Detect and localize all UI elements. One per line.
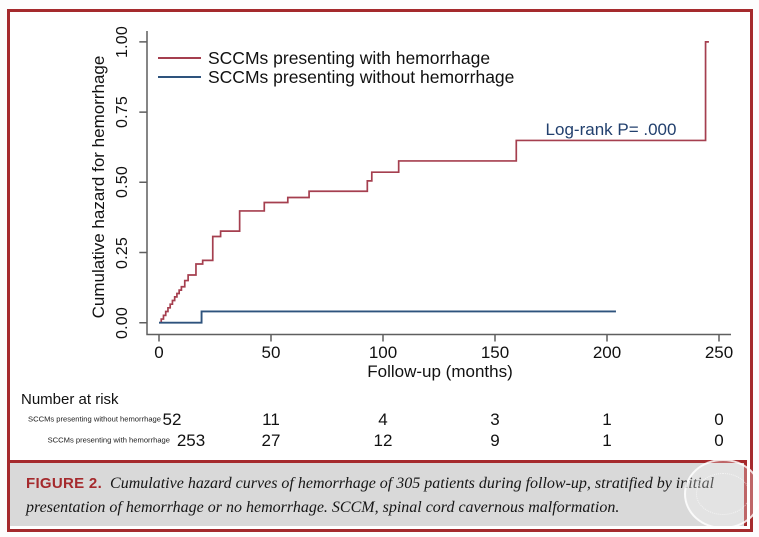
figure-caption-text: Cumulative hazard curves of hemorrhage o… [26, 475, 715, 516]
x-tick-label: 200 [592, 343, 622, 362]
legend-label-without-hemorrhage: SCCMs presenting without hemorrhage [208, 67, 515, 87]
x-tick-label: 50 [261, 343, 281, 362]
risk-value: 1 [602, 431, 612, 450]
figure-caption-label: FIGURE 2. [26, 475, 103, 492]
hazard-plot-svg [139, 31, 731, 342]
risk-value: 0 [714, 431, 724, 450]
risk-value: 11 [262, 410, 280, 429]
risk-row-label-without: SCCMs presenting without hemorrhage [28, 414, 161, 424]
risk-value: 1 [602, 410, 612, 429]
axis-lines [139, 31, 731, 342]
risk-value: 12 [373, 431, 393, 450]
caption-strip: FIGURE 2. Cumulative hazard curves of he… [7, 460, 747, 526]
legend-swatch-without-hemorrhage [158, 76, 201, 78]
y-tick-label: 0.25 [114, 236, 131, 269]
figure-frame [7, 9, 753, 532]
risk-value: 253 [176, 431, 206, 450]
risk-value: 52 [162, 410, 182, 429]
y-axis-title: Cumulative hazard for hemorrhage [89, 55, 108, 319]
risk-value: 4 [378, 410, 388, 429]
risk-value: 0 [714, 410, 724, 429]
x-tick-label: 100 [368, 343, 398, 362]
risk-value: 9 [490, 431, 500, 450]
logrank-annotation: Log-rank P= .000 [545, 120, 677, 139]
risk-value: 27 [261, 431, 281, 450]
risk-table-heading: Number at risk [21, 391, 119, 408]
y-tick-label: 0.50 [114, 166, 131, 199]
legend-label-with-hemorrhage: SCCMs presenting with hemorrhage [208, 48, 491, 68]
y-tick-label: 1.00 [114, 25, 131, 58]
figure-caption: FIGURE 2. Cumulative hazard curves of he… [26, 472, 726, 520]
x-tick-label: 0 [154, 343, 164, 362]
x-tick-label: 150 [480, 343, 510, 362]
curve-without-hemorrhage [159, 310, 616, 324]
x-tick-label: 250 [704, 343, 734, 362]
x-axis-title: Follow-up (months) [367, 362, 513, 381]
y-tick-label: 0.00 [114, 306, 131, 339]
legend-swatch-with-hemorrhage [158, 57, 201, 59]
risk-row-label-with: SCCMs presenting with hemorrhage [47, 435, 170, 445]
risk-value: 3 [490, 410, 500, 429]
curve-with-hemorrhage [159, 41, 709, 324]
y-tick-label: 0.75 [114, 96, 131, 129]
